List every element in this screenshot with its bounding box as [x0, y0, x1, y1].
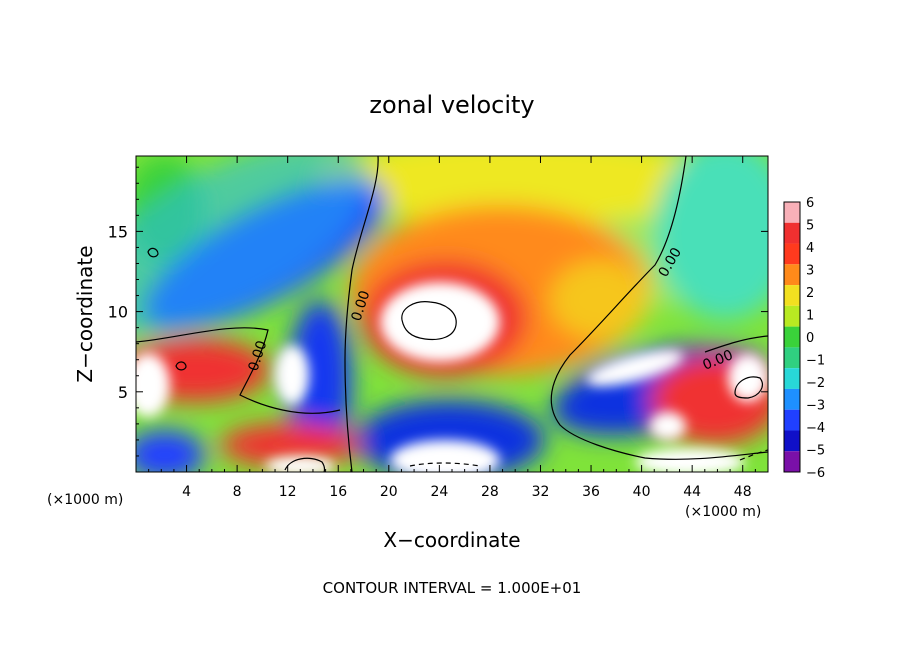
y-axis-ticks: 5 10 15: [108, 166, 768, 457]
field-cyan-right: [655, 156, 768, 320]
x-tick-label: 48: [734, 484, 752, 500]
white-core-center: [380, 282, 500, 362]
colorbar-swatch: [784, 347, 800, 369]
contour-dashed: [409, 462, 481, 467]
x-tick-label: 4: [182, 484, 191, 500]
colorbar-label: −1: [806, 354, 825, 369]
colorbar-label: −4: [806, 421, 825, 436]
field-orange-right: [500, 220, 620, 270]
colorbar-label: −3: [806, 399, 825, 414]
x-axis-label: X−coordinate: [383, 528, 520, 552]
contour-dashed-right: [739, 449, 768, 461]
colorbar-swatch: [784, 388, 800, 410]
white-blob-left-column: [275, 345, 309, 405]
contour-small-loop-left-2: [175, 361, 187, 371]
y-tick-label: 10: [108, 303, 128, 322]
plot-area: 0.00 0.00 0.00 0.00: [136, 156, 768, 472]
white-blob-left-edge: [136, 353, 170, 417]
colorbar-swatch: [784, 368, 800, 389]
colorbar-label: −5: [806, 444, 825, 459]
contour-lines: [136, 156, 768, 472]
x-tick-label: 16: [329, 484, 347, 500]
x-tick-label: 40: [633, 484, 651, 500]
colorbar-label: −2: [806, 376, 825, 391]
contour-core: [401, 301, 457, 341]
colorbar-frame: [783, 201, 801, 473]
x-unit-left: (×1000 m): [47, 492, 123, 508]
field-yellow-halo: [550, 260, 650, 340]
white-blob-bottom-center: [390, 440, 500, 472]
colorbar-label: 1: [806, 309, 814, 324]
colorbar-swatch: [784, 409, 800, 431]
field-red-bottom-left: [220, 423, 360, 467]
colorbar-swatch: [784, 430, 800, 452]
contour-bottom-loop: [284, 457, 326, 472]
contour-interval-note: CONTOUR INTERVAL = 1.000E+01: [323, 579, 582, 597]
x-tick-label: 32: [532, 484, 550, 500]
colorbar-swatch: [784, 222, 800, 244]
y-tick-label: 15: [108, 222, 128, 241]
zero-contour-right: [550, 156, 768, 460]
colorbar: 6 5 4 3 2 1 0 −1 −2 −3 −4 −5 −6: [783, 196, 825, 481]
y-axis-label: Z−coordinate: [73, 245, 97, 382]
x-tick-label: 44: [683, 484, 701, 500]
colorbar-label: −6: [806, 466, 825, 481]
contour-small-loop-left: [147, 247, 159, 258]
contour-right-loop: [734, 376, 763, 399]
x-unit-right: (×1000 m): [685, 504, 761, 520]
zero-contour-right-upper: [704, 335, 768, 353]
velocity-field: [136, 156, 768, 472]
x-tick-label: 24: [430, 484, 448, 500]
colorbar-label: 5: [806, 219, 814, 234]
colorbar-label: 0: [806, 331, 814, 346]
x-tick-label: 12: [279, 484, 297, 500]
x-axis-ticks: 4 8 12 16 20 24 28 32 36 40 44 48: [148, 156, 756, 500]
white-blob-right-band: [586, 349, 684, 387]
x-tick-label: 36: [582, 484, 600, 500]
colorbar-label: 4: [806, 241, 814, 256]
colorbar-label: 2: [806, 286, 814, 301]
colorbar-swatch: [784, 264, 800, 286]
field-blue-bottom-left: [136, 430, 205, 472]
colorbar-swatch: [784, 326, 800, 348]
x-tick-label: 28: [481, 484, 499, 500]
colorbar-swatch: [784, 243, 800, 265]
zero-contour-center: [344, 156, 379, 472]
x-tick-label: 8: [233, 484, 242, 500]
colorbar-label: 6: [806, 196, 814, 211]
white-blob-bottom-right: [635, 448, 745, 472]
colorbar-swatch: [784, 451, 800, 472]
zero-contour-left: [136, 327, 341, 414]
y-tick-label: 5: [118, 383, 128, 402]
colorbar-swatch: [784, 202, 800, 223]
colorbar-swatch: [784, 305, 800, 327]
white-blob-small-right: [650, 412, 686, 440]
x-tick-label: 20: [380, 484, 398, 500]
field-blue-column: [288, 300, 352, 460]
field-yellow-top: [320, 156, 720, 225]
colorbar-swatch: [784, 285, 800, 306]
field-cyan-diagonal: [136, 156, 371, 338]
chart-title: zonal velocity: [369, 91, 534, 119]
colorbar-label: 3: [806, 264, 814, 279]
